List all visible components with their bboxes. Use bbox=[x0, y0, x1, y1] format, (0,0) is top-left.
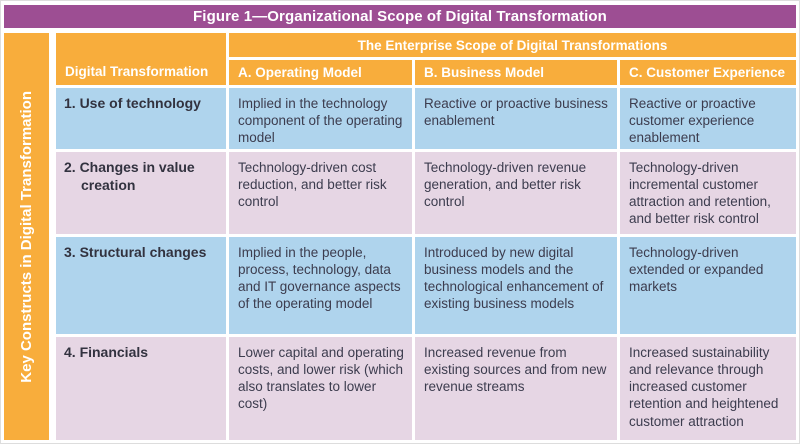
table-cell: Reactive or proactive customer experienc… bbox=[620, 88, 796, 149]
table-cell: Increased revenue from existing sources … bbox=[415, 337, 617, 440]
table-cell: Lower capital and operating costs, and l… bbox=[229, 337, 412, 440]
table-cell: Technology-driven extended or expanded m… bbox=[620, 237, 796, 334]
row-axis-header: Digital Transformation bbox=[56, 33, 226, 85]
row-label-financials: 4. Financials bbox=[56, 337, 226, 440]
row-label-structural-changes: 3. Structural changes bbox=[56, 237, 226, 334]
figure-title: Figure 1—Organizational Scope of Digital… bbox=[193, 8, 607, 25]
column-header-operating-model: A. Operating Model bbox=[229, 60, 412, 85]
table-cell: Reactive or proactive business enablemen… bbox=[415, 88, 617, 149]
row-label-use-of-technology: 1. Use of technology bbox=[56, 88, 226, 149]
table-cell: Implied in the technology component of t… bbox=[229, 88, 412, 149]
sidebar-label: Key Constructs in Digital Transformation bbox=[18, 90, 35, 383]
table-cell: Increased sustainability and relevance t… bbox=[620, 337, 796, 440]
row-label-changes-in-value-creation: 2. Changes in value creation bbox=[56, 152, 226, 234]
table-cell: Introduced by new digital business model… bbox=[415, 237, 617, 334]
figure-title-bar: Figure 1—Organizational Scope of Digital… bbox=[4, 5, 796, 28]
table-cell: Implied in the people, process, technolo… bbox=[229, 237, 412, 334]
table-cell: Technology-driven incremental customer a… bbox=[620, 152, 796, 234]
sidebar: Key Constructs in Digital Transformation bbox=[4, 33, 49, 440]
column-header-customer-experience: C. Customer Experience bbox=[620, 60, 796, 85]
column-header-business-model: B. Business Model bbox=[415, 60, 617, 85]
table-cell: Technology-driven revenue generation, an… bbox=[415, 152, 617, 234]
enterprise-scope-header: The Enterprise Scope of Digital Transfor… bbox=[229, 33, 796, 57]
scope-table: Digital Transformation The Enterprise Sc… bbox=[56, 33, 796, 440]
table-cell: Technology-driven cost reduction, and be… bbox=[229, 152, 412, 234]
